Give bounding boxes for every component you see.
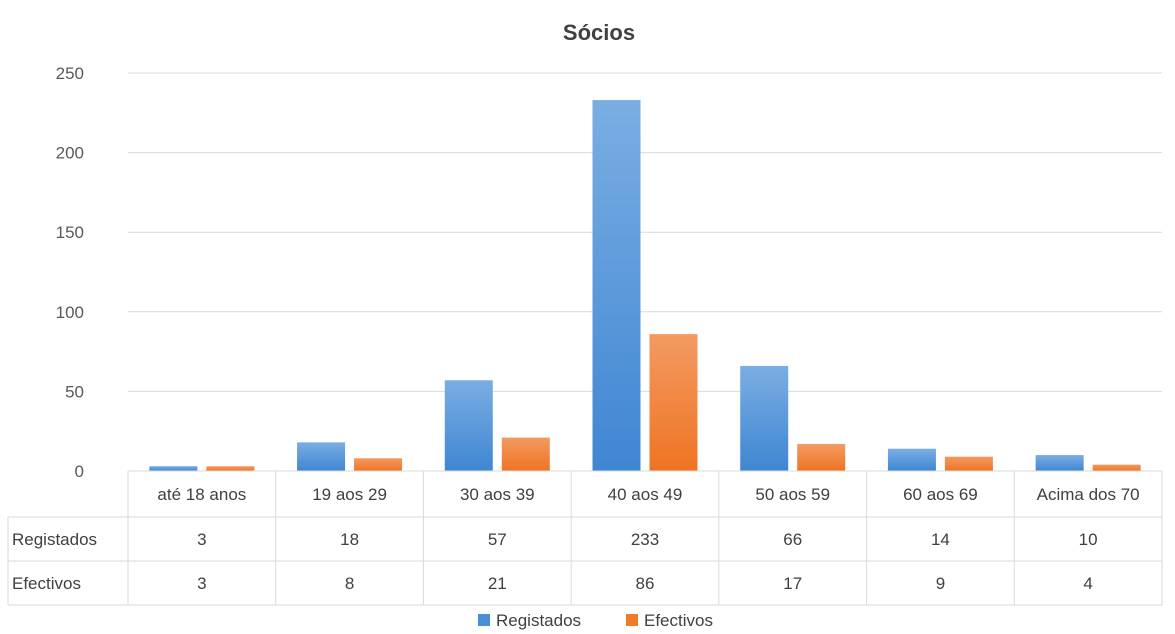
- table-row-label: Registados: [12, 530, 97, 549]
- table-cell: 66: [783, 530, 802, 549]
- bar-registados: [1035, 455, 1084, 471]
- bar-efectivos: [797, 443, 846, 471]
- bar-efectivos: [649, 334, 698, 471]
- bar-registados: [740, 365, 789, 471]
- category-label: 60 aos 69: [903, 485, 978, 504]
- legend-label: Registados: [496, 611, 581, 630]
- data-table: até 18 anos 19 aos 29 30 aos 39 40 aos 49 50…: [7, 470, 1163, 606]
- legend-swatch: [626, 614, 638, 626]
- bar-efectivos: [206, 466, 255, 471]
- bar-registados: [592, 100, 641, 472]
- table-cell: 8: [345, 574, 354, 593]
- category-label: 30 aos 39: [460, 485, 535, 504]
- table-cell: 57: [488, 530, 507, 549]
- table-cell: 18: [340, 530, 359, 549]
- table-cell: 14: [931, 530, 950, 549]
- bars: [149, 100, 1141, 472]
- bar-efectivos: [944, 456, 993, 471]
- table-cell: 3: [197, 530, 206, 549]
- chart-title: Sócios: [563, 20, 635, 45]
- table-cell: 4: [1083, 574, 1092, 593]
- category-label: 40 aos 49: [608, 485, 683, 504]
- table-cell: 233: [631, 530, 659, 549]
- bar-registados: [149, 466, 198, 471]
- bar-efectivos: [1092, 464, 1141, 471]
- legend-label: Efectivos: [644, 611, 713, 630]
- legend: Registados Efectivos: [478, 611, 713, 630]
- table-cell: 86: [636, 574, 655, 593]
- table-cell: 9: [936, 574, 945, 593]
- y-tick-label: 200: [56, 144, 84, 163]
- y-tick-label: 100: [56, 303, 84, 322]
- gridlines: [128, 72, 1162, 392]
- bar-efectivos: [501, 437, 550, 471]
- table-cell: 21: [488, 574, 507, 593]
- category-label: 50 aos 59: [755, 485, 830, 504]
- bar-registados: [887, 448, 936, 471]
- bar-efectivos: [354, 458, 403, 471]
- y-tick-label: 0: [75, 462, 84, 481]
- table-row-label: Efectivos: [12, 574, 81, 593]
- y-tick-label: 250: [56, 64, 84, 83]
- category-label: Acima dos 70: [1037, 485, 1140, 504]
- y-tick-label: 50: [65, 382, 84, 401]
- y-axis: 0 50 100 150 200 250: [56, 64, 84, 481]
- table-cell: 3: [197, 574, 206, 593]
- category-label: 19 aos 29: [312, 485, 387, 504]
- table-cell: 10: [1079, 530, 1098, 549]
- y-tick-label: 150: [56, 223, 84, 242]
- bar-registados: [444, 380, 493, 471]
- category-label: até 18 anos: [157, 485, 246, 504]
- bar-registados: [297, 442, 346, 471]
- table-cell: 17: [783, 574, 802, 593]
- legend-swatch: [478, 614, 490, 626]
